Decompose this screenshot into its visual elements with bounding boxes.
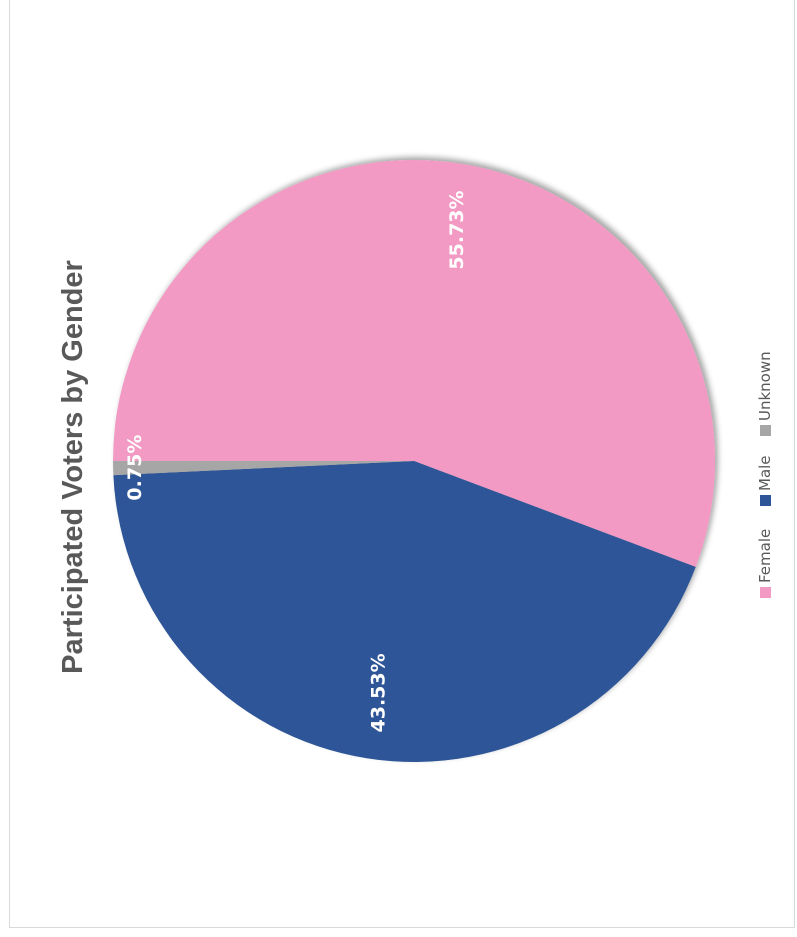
legend-item-female: Female <box>756 529 774 598</box>
legend-swatch-male <box>760 495 771 506</box>
slice-label-unknown: 0.75% <box>124 435 146 501</box>
pie-slice-female <box>113 160 715 567</box>
legend-item-male: Male <box>756 455 774 506</box>
legend-swatch-unknown <box>760 425 771 436</box>
legend-item-unknown: Unknown <box>756 351 774 436</box>
slice-labels: 55.73% 43.53% 0.75% <box>124 190 468 732</box>
slice-label-female: 55.73% <box>446 190 468 269</box>
legend: Female Male Unknown <box>756 351 774 598</box>
legend-swatch-female <box>760 587 771 598</box>
pie-slices <box>113 160 715 762</box>
pie-slice-unknown <box>113 461 414 476</box>
legend-label-female: Female <box>756 529 774 583</box>
legend-label-male: Male <box>756 455 774 491</box>
chart-title: Participated Voters by Gender <box>57 260 89 674</box>
legend-label-unknown: Unknown <box>756 351 774 421</box>
slice-label-male: 43.53% <box>367 653 389 732</box>
pie-slice-male <box>113 461 696 762</box>
